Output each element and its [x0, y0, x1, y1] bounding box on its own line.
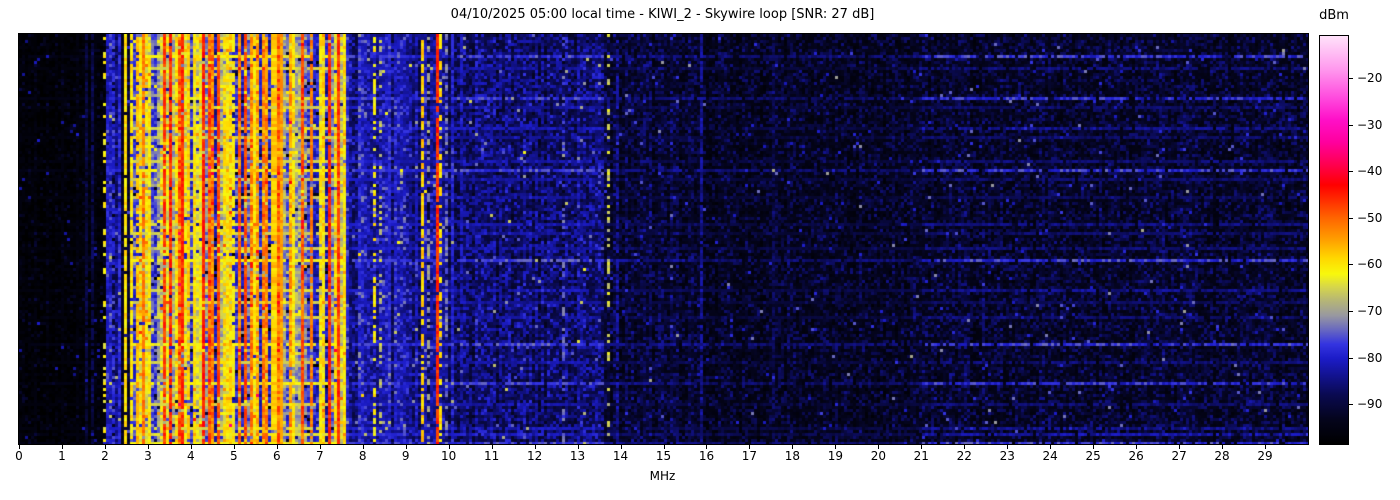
x-tick-label: 24	[1042, 449, 1058, 463]
x-tick-label: 18	[784, 449, 801, 463]
x-tick-mark	[835, 445, 837, 449]
x-tick-label: 14	[612, 449, 629, 463]
x-tick-label: 7	[315, 449, 324, 463]
x-tick-mark	[362, 445, 364, 449]
colorbar-label: dBm	[1319, 8, 1349, 23]
x-tick-label: 5	[230, 449, 238, 463]
x-tick-mark	[19, 445, 20, 449]
x-tick-mark	[147, 445, 149, 449]
x-tick-mark	[749, 445, 751, 449]
x-tick-mark	[1265, 445, 1267, 449]
colorbar-tick-label: −20	[1357, 70, 1383, 85]
colorbar-tick-label: −50	[1357, 210, 1383, 225]
x-tick-label: 29	[1257, 449, 1273, 463]
x-tick-mark	[61, 445, 63, 449]
x-tick-label: 9	[401, 449, 410, 463]
x-tick-label: 26	[1128, 449, 1144, 463]
x-tick-mark	[620, 445, 622, 449]
x-tick-mark	[190, 445, 192, 449]
x-tick-mark	[964, 445, 966, 449]
x-tick-label: 2	[101, 449, 109, 463]
x-tick-mark	[1093, 445, 1095, 449]
x-tick-mark	[1136, 445, 1138, 449]
colorbar-tick-label: −30	[1357, 117, 1383, 132]
plot-area	[18, 33, 1309, 445]
colorbar	[1319, 35, 1349, 445]
x-tick-mark	[276, 445, 278, 449]
x-tick-mark	[1007, 445, 1009, 449]
x-tick-mark	[491, 445, 493, 449]
x-tick-mark	[319, 445, 321, 449]
colorbar-tick-label: −80	[1357, 350, 1383, 365]
x-tick-label: 25	[1085, 449, 1101, 463]
x-tick-mark	[1179, 445, 1181, 449]
x-tick-mark	[577, 445, 579, 449]
x-tick-label: 6	[272, 449, 281, 463]
x-tick-label: 13	[569, 449, 586, 463]
x-tick-label: 12	[526, 449, 543, 463]
colorbar-tick-mark	[1349, 264, 1353, 266]
x-tick-label: 28	[1214, 449, 1230, 463]
colorbar-tick-label: −60	[1357, 257, 1383, 272]
x-tick-label: 23	[999, 449, 1015, 463]
colorbar-tick-label: −40	[1357, 164, 1383, 179]
colorbar-tick-mark	[1349, 217, 1353, 219]
x-tick-label: 21	[913, 449, 929, 463]
x-tick-label: 8	[358, 449, 367, 463]
x-tick-label: 16	[698, 449, 715, 463]
x-tick-mark	[233, 445, 235, 449]
spectrogram-canvas	[19, 34, 1308, 444]
x-tick-label: 15	[655, 449, 672, 463]
x-tick-label: 20	[870, 449, 886, 463]
x-tick-label: 19	[827, 449, 843, 463]
colorbar-tick-mark	[1349, 171, 1353, 173]
x-tick-mark	[448, 445, 450, 449]
x-tick-label: 3	[144, 449, 152, 463]
x-axis-label: MHz	[649, 469, 676, 483]
x-tick-mark	[1050, 445, 1052, 449]
x-tick-label: 0	[15, 449, 23, 463]
x-tick-label: 4	[187, 449, 195, 463]
colorbar-tick-mark	[1349, 124, 1353, 126]
x-tick-label: 22	[956, 449, 972, 463]
x-tick-mark	[405, 445, 407, 449]
x-tick-label: 11	[483, 449, 500, 463]
x-tick-mark	[663, 445, 665, 449]
x-tick-label: 17	[741, 449, 758, 463]
colorbar-tick-mark	[1349, 357, 1353, 359]
colorbar-tick-label: −90	[1357, 397, 1383, 412]
x-tick-label: 27	[1171, 449, 1187, 463]
x-tick-mark	[1222, 445, 1224, 449]
x-tick-label: 1	[58, 449, 66, 463]
colorbar-tick-mark	[1349, 404, 1353, 406]
x-tick-mark	[878, 445, 880, 449]
x-tick-mark	[534, 445, 536, 449]
colorbar-tick-mark	[1349, 77, 1353, 79]
colorbar-tick-mark	[1349, 311, 1353, 313]
colorbar-tick-label: −70	[1357, 304, 1383, 319]
x-tick-mark	[921, 445, 923, 449]
chart-title: 04/10/2025 05:00 local time - KIWI_2 - S…	[450, 7, 875, 22]
x-tick-mark	[706, 445, 708, 449]
x-tick-label: 10	[441, 449, 457, 463]
x-tick-mark	[104, 445, 106, 449]
x-tick-mark	[792, 445, 794, 449]
